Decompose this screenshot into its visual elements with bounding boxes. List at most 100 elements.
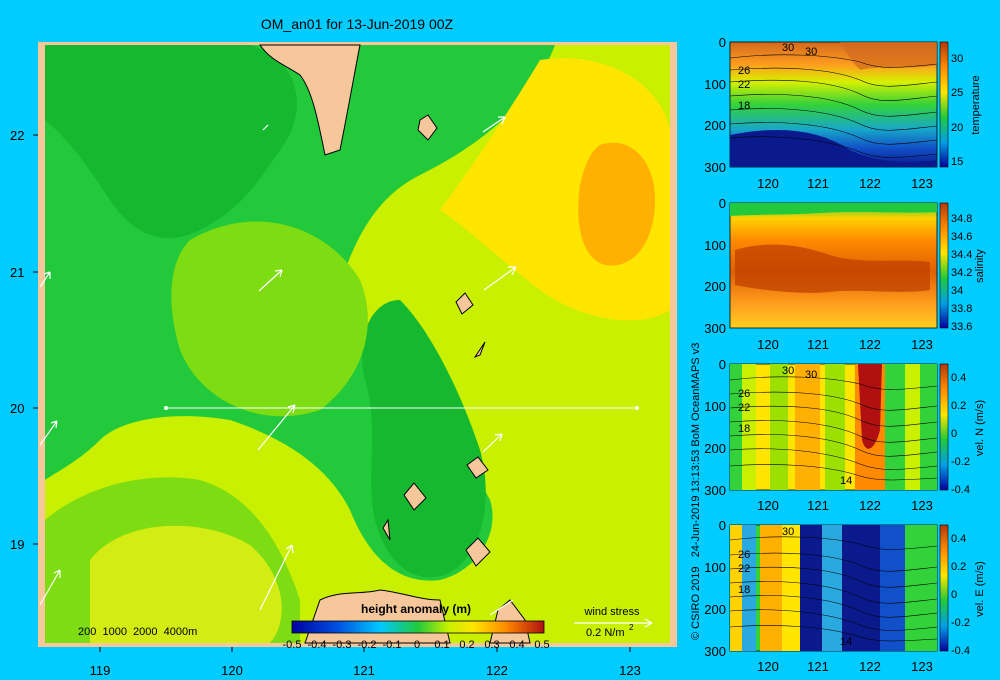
wind-vector: [39, 271, 51, 288]
veln-cbar-tick: 0: [951, 428, 957, 440]
colorbar-ticks: -0.5 -0.4 -0.3 -0.2 -0.1 0 0.1 0.2 0.3 0…: [283, 639, 550, 651]
vele-x-tick: 120: [757, 659, 779, 674]
vele-stripe: [760, 525, 782, 651]
vele-cbar-tick: -0.4: [951, 645, 970, 657]
vele-x-tick: 123: [911, 659, 933, 674]
colorbar-tick: -0.1: [383, 639, 402, 651]
veln-cbar-ticks: 0.4 0.2 0 -0.2 -0.4: [951, 372, 970, 496]
vele-cbar-tick: 0.2: [951, 561, 966, 573]
salinity-cbar-tick: 33.8: [951, 303, 972, 315]
colorbar-tick: -0.2: [358, 639, 377, 651]
section-end-marker: [635, 406, 639, 410]
colorbar-gradient: [291, 620, 545, 634]
temperature-y-tick: 100: [704, 77, 726, 92]
veln-x-tick: 120: [757, 498, 779, 513]
wind-vector: [482, 116, 506, 133]
section-start-marker: [164, 406, 168, 410]
veln-y-ticks: 0 100 200 300: [704, 357, 726, 498]
veln-contour-label: 18: [738, 423, 750, 435]
temperature-deep-band: [730, 130, 937, 167]
map-y-tick: 20: [10, 401, 24, 416]
wind-vector: [258, 269, 283, 292]
vele-cbar-tick: -0.2: [951, 617, 970, 629]
salinity-section: 0 100 200 300 120 121 122 123 34.8 34.6 …: [704, 196, 986, 352]
temperature-y-ticks: 0 100 200 300: [704, 35, 726, 175]
veln-stripe: [795, 364, 820, 490]
wind-scale-label: 0.2 N/m: [586, 627, 625, 639]
veln-contour-label: 30: [782, 365, 794, 377]
veln-stripe: [730, 364, 742, 490]
veln-stripe: [920, 364, 937, 490]
temperature-y-tick: 0: [719, 35, 726, 50]
wind-vector: [489, 599, 514, 616]
veln-x-ticks: 120 121 122 123: [757, 498, 933, 513]
temperature-contour-label: 18: [738, 100, 750, 112]
field-band-lightgreen: [171, 221, 368, 417]
colorbar-tick: 0.4: [509, 639, 524, 651]
wind-vector: [39, 569, 61, 606]
veln-axis-label: vel. N (m/s): [974, 400, 986, 456]
map-x-tick: 119: [90, 663, 111, 678]
map-y-tick: 21: [10, 265, 24, 280]
temperature-colorbar: [939, 41, 949, 168]
vele-stripe: [730, 525, 742, 651]
veln-cbar-tick: -0.2: [951, 456, 970, 468]
wind-scale-exponent: 2: [629, 623, 634, 632]
veln-y-tick: 200: [704, 441, 726, 456]
veln-y-tick: 0: [719, 357, 726, 372]
vele-y-tick: 300: [704, 644, 726, 659]
salinity-cbar-tick: 34.4: [951, 249, 972, 261]
wind-vectors: [39, 116, 517, 616]
vele-stripe: [782, 525, 800, 651]
colorbar-tick: -0.5: [283, 639, 302, 651]
depth-legend: 200 1000 2000 4000m: [78, 626, 197, 638]
wind-vector: [262, 124, 269, 131]
salinity-y-tick: 100: [704, 238, 726, 253]
map-x-tick: 122: [486, 663, 508, 678]
veln-colorbar: [939, 363, 949, 491]
land-babuyan-3: [465, 537, 491, 567]
temperature-section: 30 30 26 22 18 0 100 200 300 120 121 122…: [704, 35, 982, 191]
temperature-x-ticks: 120 121 122 123: [757, 176, 933, 191]
veln-x-tick: 123: [911, 498, 933, 513]
salinity-cbar-tick: 34.6: [951, 231, 972, 243]
temperature-y-tick: 300: [704, 160, 726, 175]
vele-y-tick: 0: [719, 518, 726, 533]
map-y-tick: 22: [10, 128, 24, 143]
temperature-contour-label: 30: [782, 42, 794, 54]
wind-vector: [483, 266, 517, 291]
vele-y-ticks: 0 100 200 300: [704, 518, 726, 659]
field-band-yellowgreen: [90, 525, 282, 643]
map-y-tick: 19: [10, 537, 24, 552]
vele-y-tick: 100: [704, 560, 726, 575]
temperature-cbar-tick: 30: [951, 53, 963, 65]
salinity-surface-band: [730, 203, 937, 216]
map-panel: 119 120 121 122 123 22 21 20 19 200 1000…: [10, 42, 677, 678]
map-x-tick: 120: [221, 663, 243, 678]
colorbar-tick: -0.4: [308, 639, 327, 651]
temperature-warm-band: [840, 42, 937, 70]
veln-cbar-tick: 0.4: [951, 372, 966, 384]
veln-x-tick: 121: [807, 498, 829, 513]
temperature-cbar-ticks: 30 25 20 15: [951, 53, 963, 168]
field-band-darkgreen: [45, 45, 297, 239]
salinity-x-ticks: 120 121 122 123: [757, 337, 933, 352]
land-babuyan-2: [403, 482, 427, 511]
salinity-core-band: [735, 244, 930, 293]
veln-stripe: [885, 364, 905, 490]
vele-x-tick: 121: [807, 659, 829, 674]
vele-contour-label: 26: [738, 549, 750, 561]
salinity-y-ticks: 0 100 200 300: [704, 196, 726, 336]
vele-contour-label: 30: [782, 526, 794, 538]
temperature-contours: [729, 54, 938, 158]
colorbar-tick: 0.3: [484, 639, 499, 651]
vele-contour-label: 22: [738, 563, 750, 575]
vele-stripe: [842, 525, 880, 651]
temperature-x-tick: 121: [807, 176, 829, 191]
land-batan: [417, 114, 438, 141]
land-babuyan-4: [382, 518, 391, 541]
temperature-x-tick: 120: [757, 176, 779, 191]
salinity-cbar-tick: 34: [951, 285, 963, 297]
wind-vector: [259, 544, 294, 611]
land-babuyan-1: [466, 456, 489, 479]
